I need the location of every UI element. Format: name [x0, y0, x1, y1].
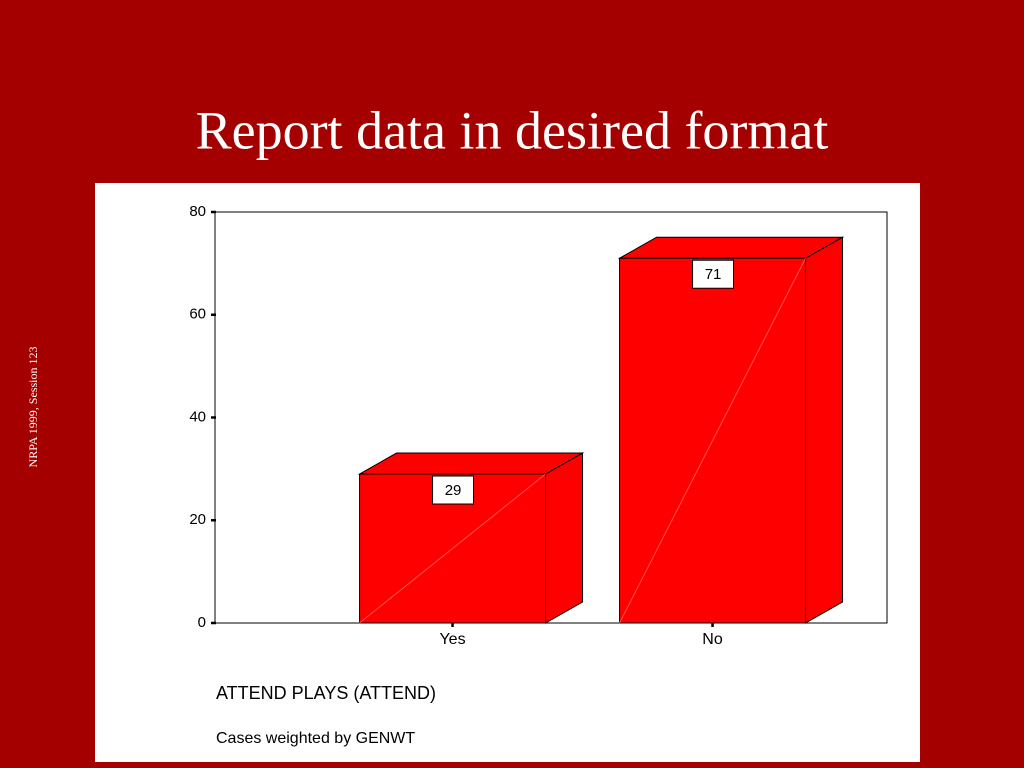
bar-shade — [359, 473, 546, 624]
bar-side — [545, 452, 584, 624]
y-tick-label: 80 — [189, 203, 206, 220]
x-tick-label: Yes — [439, 631, 465, 648]
y-tick-label: 40 — [189, 408, 206, 425]
slide-title: Report data in desired format — [196, 100, 829, 160]
x-tick-label: No — [702, 631, 723, 648]
plot: 0 20 40 60 80 Yes 29 No 71 — [189, 203, 845, 648]
y-tick-label: 0 — [198, 614, 206, 631]
bar-shade — [619, 258, 806, 624]
value-label: 29 — [445, 482, 462, 499]
y-tick-label: 20 — [189, 511, 206, 528]
y-tick-label: 60 — [189, 306, 206, 323]
value-label-box — [692, 259, 735, 289]
value-label: 71 — [705, 266, 722, 283]
bar-top — [357, 452, 585, 475]
bar-side — [805, 236, 844, 624]
side-note: NRPA 1999, Session 123 — [26, 347, 40, 468]
value-label-box — [432, 475, 475, 505]
bar-top — [617, 236, 845, 259]
chart-note: Cases weighted by GENWT — [216, 730, 415, 747]
x-axis-label: ATTEND PLAYS (ATTEND) — [216, 683, 436, 703]
